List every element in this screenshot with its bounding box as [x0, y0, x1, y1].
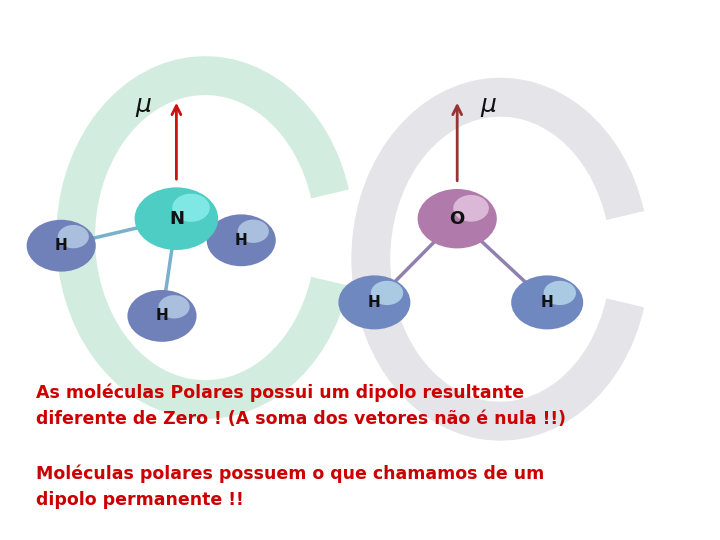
Text: μ: μ — [135, 93, 151, 117]
Text: O: O — [449, 210, 465, 228]
Text: μ: μ — [480, 93, 496, 117]
Circle shape — [371, 281, 403, 305]
Text: N: N — [169, 210, 184, 228]
Circle shape — [127, 290, 197, 342]
Circle shape — [27, 220, 96, 272]
Text: H: H — [541, 295, 554, 310]
Circle shape — [511, 275, 583, 329]
Text: Moléculas polares possuem o que chamamos de um
dipolo permanente !!: Moléculas polares possuem o que chamamos… — [36, 464, 544, 509]
Text: H: H — [156, 308, 168, 323]
Circle shape — [135, 187, 218, 250]
Circle shape — [454, 195, 489, 222]
Text: As moléculas Polares possui um dipolo resultante
diferente de Zero ! (A soma dos: As moléculas Polares possui um dipolo re… — [36, 383, 566, 428]
Circle shape — [172, 194, 210, 222]
Text: H: H — [55, 238, 68, 253]
Circle shape — [207, 214, 276, 266]
Circle shape — [58, 225, 89, 248]
Circle shape — [158, 295, 189, 319]
Circle shape — [544, 281, 576, 305]
Circle shape — [418, 189, 497, 248]
Text: H: H — [235, 233, 248, 248]
Circle shape — [238, 220, 269, 243]
Text: H: H — [368, 295, 381, 310]
Circle shape — [338, 275, 410, 329]
